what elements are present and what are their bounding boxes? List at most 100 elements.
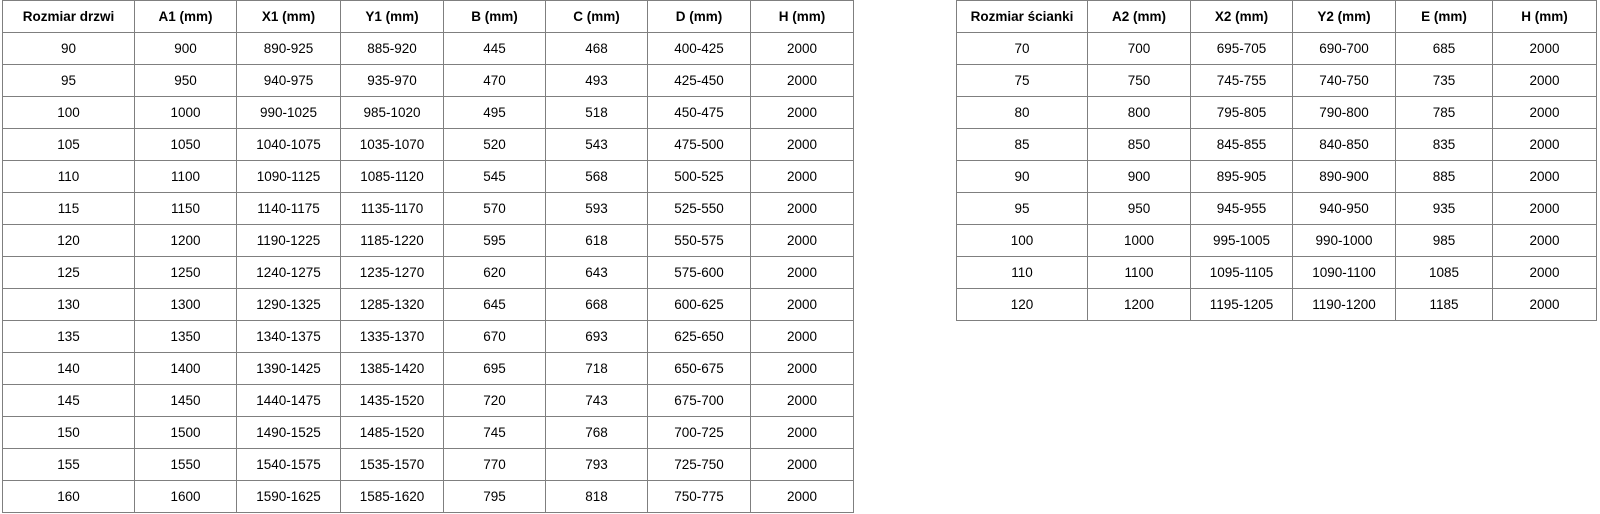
- cell-e: 735: [1395, 64, 1493, 97]
- cell-x1: 1140-1175: [236, 192, 341, 225]
- cell-b: 720: [443, 384, 546, 417]
- cell-rozmiar-drzwi: 160: [2, 480, 135, 513]
- cell-x2: 945-955: [1190, 192, 1293, 225]
- table-row: 115 1150 1140-1175 1135-1170 570 593 525-550 20…: [2, 192, 854, 225]
- table-row: 120 1200 1195-1205 1190-1200 1185 2000: [956, 288, 1597, 321]
- cell-c: 518: [545, 96, 648, 129]
- cell-a1: 1150: [134, 192, 237, 225]
- cell-a2: 1100: [1087, 256, 1191, 289]
- cell-y1: 985-1020: [340, 96, 444, 129]
- column-header-rozmiar-drzwi: Rozmiar drzwi: [2, 0, 135, 33]
- cell-b: 645: [443, 288, 546, 321]
- cell-b: 495: [443, 96, 546, 129]
- cell-c: 643: [545, 256, 648, 289]
- cell-h: 2000: [750, 448, 854, 481]
- wall-table-body: 70 700 695-705 690-700 685 2000 75 750 745-755 74…: [956, 32, 1597, 321]
- cell-a1: 1300: [134, 288, 237, 321]
- cell-h: 2000: [1492, 160, 1597, 193]
- cell-d: 600-625: [647, 288, 751, 321]
- cell-c: 818: [545, 480, 648, 513]
- cell-rozmiar-scianki: 90: [956, 160, 1088, 193]
- cell-a1: 1500: [134, 416, 237, 449]
- column-header-d: D (mm): [647, 0, 751, 33]
- cell-x1: 940-975: [236, 64, 341, 97]
- table-row: 155 1550 1540-1575 1535-1570 770 793 725-750 20…: [2, 448, 854, 481]
- door-table-body: 90 900 890-925 885-920 445 468 400-425 2000 95 95…: [2, 32, 854, 513]
- cell-h: 2000: [1492, 256, 1597, 289]
- cell-c: 568: [545, 160, 648, 193]
- cell-e: 885: [1395, 160, 1493, 193]
- cell-c: 468: [545, 32, 648, 65]
- cell-b: 695: [443, 352, 546, 385]
- cell-e: 1185: [1395, 288, 1493, 321]
- cell-rozmiar-scianki: 110: [956, 256, 1088, 289]
- cell-h: 2000: [750, 352, 854, 385]
- cell-b: 795: [443, 480, 546, 513]
- cell-h: 2000: [1492, 64, 1597, 97]
- cell-y2: 940-950: [1292, 192, 1396, 225]
- cell-c: 668: [545, 288, 648, 321]
- cell-b: 620: [443, 256, 546, 289]
- cell-h: 2000: [750, 128, 854, 161]
- cell-h: 2000: [750, 32, 854, 65]
- table-row: 135 1350 1340-1375 1335-1370 670 693 625-650 20…: [2, 320, 854, 353]
- cell-x2: 995-1005: [1190, 224, 1293, 257]
- table-row: 70 700 695-705 690-700 685 2000: [956, 32, 1597, 65]
- cell-rozmiar-scianki: 75: [956, 64, 1088, 97]
- cell-a2: 900: [1087, 160, 1191, 193]
- cell-rozmiar-drzwi: 150: [2, 416, 135, 449]
- column-header-a1: A1 (mm): [134, 0, 237, 33]
- cell-e: 685: [1395, 32, 1493, 65]
- cell-h: 2000: [1492, 32, 1597, 65]
- cell-h: 2000: [750, 224, 854, 257]
- cell-x1: 890-925: [236, 32, 341, 65]
- cell-h: 2000: [750, 64, 854, 97]
- cell-h: 2000: [750, 96, 854, 129]
- table-row: 110 1100 1095-1105 1090-1100 1085 2000: [956, 256, 1597, 289]
- cell-y2: 890-900: [1292, 160, 1396, 193]
- cell-y2: 990-1000: [1292, 224, 1396, 257]
- cell-x2: 1195-1205: [1190, 288, 1293, 321]
- table-row: 100 1000 990-1025 985-1020 495 518 450-475 2000: [2, 96, 854, 129]
- table-header-row: Rozmiar ścianki A2 (mm) X2 (mm) Y2 (mm) …: [956, 0, 1597, 33]
- cell-h: 2000: [750, 288, 854, 321]
- table-row: 85 850 845-855 840-850 835 2000: [956, 128, 1597, 161]
- cell-e: 835: [1395, 128, 1493, 161]
- cell-y1: 1135-1170: [340, 192, 444, 225]
- table-row: 95 950 945-955 940-950 935 2000: [956, 192, 1597, 225]
- table-row: 90 900 890-925 885-920 445 468 400-425 2000: [2, 32, 854, 65]
- cell-d: 400-425: [647, 32, 751, 65]
- cell-rozmiar-scianki: 80: [956, 96, 1088, 129]
- cell-a2: 800: [1087, 96, 1191, 129]
- cell-x1: 1440-1475: [236, 384, 341, 417]
- cell-y2: 1190-1200: [1292, 288, 1396, 321]
- cell-rozmiar-drzwi: 140: [2, 352, 135, 385]
- cell-rozmiar-scianki: 70: [956, 32, 1088, 65]
- cell-d: 750-775: [647, 480, 751, 513]
- cell-c: 493: [545, 64, 648, 97]
- cell-rozmiar-drzwi: 135: [2, 320, 135, 353]
- cell-rozmiar-scianki: 95: [956, 192, 1088, 225]
- cell-y1: 885-920: [340, 32, 444, 65]
- cell-rozmiar-drzwi: 115: [2, 192, 135, 225]
- cell-a1: 1400: [134, 352, 237, 385]
- cell-b: 670: [443, 320, 546, 353]
- cell-c: 693: [545, 320, 648, 353]
- column-header-h: H (mm): [750, 0, 854, 33]
- cell-b: 520: [443, 128, 546, 161]
- cell-d: 550-575: [647, 224, 751, 257]
- cell-h: 2000: [750, 192, 854, 225]
- cell-e: 985: [1395, 224, 1493, 257]
- cell-rozmiar-scianki: 85: [956, 128, 1088, 161]
- column-header-rozmiar-scianki: Rozmiar ścianki: [956, 0, 1088, 33]
- cell-rozmiar-drzwi: 145: [2, 384, 135, 417]
- cell-c: 793: [545, 448, 648, 481]
- cell-rozmiar-drzwi: 95: [2, 64, 135, 97]
- cell-rozmiar-drzwi: 120: [2, 224, 135, 257]
- cell-rozmiar-drzwi: 90: [2, 32, 135, 65]
- column-header-e: E (mm): [1395, 0, 1493, 33]
- cell-d: 525-550: [647, 192, 751, 225]
- cell-h: 2000: [1492, 128, 1597, 161]
- cell-rozmiar-drzwi: 155: [2, 448, 135, 481]
